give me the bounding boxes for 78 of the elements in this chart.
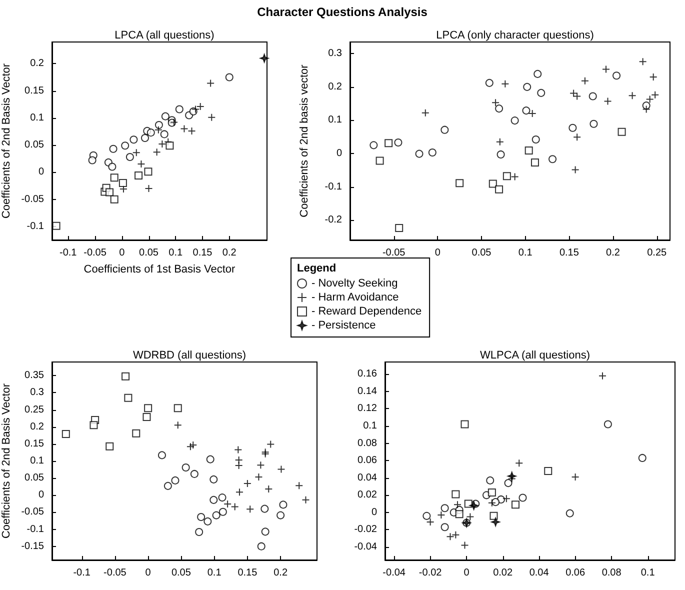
chart-title: LPCA (only character questions) [436, 30, 594, 42]
x-tick-label: 0.04 [529, 568, 550, 578]
y-tick-label: -0.1 [324, 181, 342, 192]
x-tick-label: -0.04 [382, 568, 406, 578]
text: Character Questions Analysis [257, 5, 428, 19]
y-tick-label: 0 [336, 148, 342, 159]
x-axis-title: Coefficients of 1st Basis Vector [84, 264, 236, 276]
y-tick-label: 0.3 [328, 48, 342, 60]
x-tick-label: 0 [464, 568, 470, 578]
x-tick-label: 0.1 [168, 248, 184, 258]
y-tick-label: 0.1 [30, 456, 44, 466]
y-tick-label: -0.1 [26, 524, 44, 535]
y-tick-label: 0.12 [358, 403, 378, 414]
x-tick-label: 0.25 [647, 248, 668, 258]
y-tick-label: 0.25 [24, 404, 44, 416]
y-tick-label: 0.02 [358, 490, 378, 501]
y-tick-label: -0.02 [354, 524, 378, 536]
x-tick-label: 0.1 [518, 248, 533, 258]
x-tick-label: 0 [145, 568, 152, 578]
y-tick-label: 0 [371, 506, 378, 518]
y-tick-label: 0.15 [24, 85, 44, 96]
y-tick-label: 0.14 [358, 386, 378, 397]
y-tick-label: 0.15 [24, 438, 44, 450]
legend-label: - Persistence [312, 320, 376, 332]
y-tick-label: 0.2 [328, 81, 342, 92]
y-tick-label: -0.2 [324, 214, 342, 226]
x-tick-label: 0.06 [566, 568, 586, 578]
y-tick-label: -0.04 [354, 542, 378, 553]
x-tick-label: 0.1 [640, 568, 656, 578]
y-axis-title: Coefficients of 2nd basis vector [298, 64, 310, 218]
y-tick-label: -0.05 [21, 194, 44, 205]
x-tick-label: 0.2 [274, 568, 288, 578]
y-axis-title: Coefficients of 2nd Basis Vector [0, 63, 12, 219]
x-tick-label: -0.02 [418, 568, 442, 578]
y-tick-label: 0.04 [358, 472, 378, 484]
x-tick-label: 0.15 [559, 248, 580, 258]
chart-title: WLPCA (all questions) [480, 350, 590, 362]
x-tick-label: 0.05 [139, 248, 159, 258]
x-tick-label: 0.2 [222, 248, 237, 258]
legend-label: - Reward Dependence [312, 306, 422, 318]
x-tick-label: 0.02 [493, 568, 513, 578]
x-tick-label: 0.15 [192, 248, 213, 258]
x-tick-label: 0 [434, 248, 441, 258]
y-tick-label: 0 [38, 490, 44, 501]
x-tick-label: 0.08 [602, 568, 622, 578]
y-tick-label: 0.1 [30, 112, 44, 124]
x-tick-label: 0.05 [472, 248, 492, 258]
y-tick-label: 0.35 [24, 370, 44, 382]
y-axis-title: Coefficients of 2nd Basis Vector [0, 383, 12, 539]
y-tick-label: -0.05 [21, 506, 44, 518]
x-tick-label: -0.05 [84, 248, 107, 258]
chart-title: WDRBD (all questions) [132, 350, 246, 362]
y-tick-label: 0 [38, 166, 44, 178]
y-tick-label: 0.05 [24, 140, 44, 151]
x-tick-label: -0.05 [104, 568, 127, 578]
y-tick-label: 0.06 [358, 455, 378, 466]
y-tick-label: 0.1 [328, 114, 342, 126]
y-tick-label: 0.2 [30, 421, 44, 432]
x-tick-label: -0.05 [382, 248, 406, 258]
y-tick-label: 0.16 [358, 368, 378, 380]
legend-label: - Harm Avoidance [312, 292, 399, 304]
x-tick-label: 0.2 [606, 248, 620, 258]
x-tick-label: 0.05 [171, 568, 192, 578]
y-tick-label: 0.08 [358, 438, 378, 449]
y-tick-label: 0.3 [30, 387, 44, 398]
x-tick-label: 0 [119, 248, 126, 258]
chart-title: LPCA (all questions) [114, 30, 214, 42]
y-tick-label: 0.2 [30, 58, 44, 70]
x-tick-label: 0.15 [238, 568, 258, 578]
y-tick-label: -0.15 [21, 540, 44, 552]
x-tick-label: -0.1 [73, 568, 91, 578]
legend-title: Legend [297, 262, 336, 274]
x-tick-label: 0.1 [207, 568, 222, 578]
y-tick-label: 0.05 [24, 472, 44, 484]
y-tick-label: 0.1 [363, 420, 378, 432]
legend-label: - Novelty Seeking [312, 278, 398, 290]
x-tick-label: -0.1 [60, 248, 78, 258]
y-tick-label: -0.1 [26, 220, 44, 232]
